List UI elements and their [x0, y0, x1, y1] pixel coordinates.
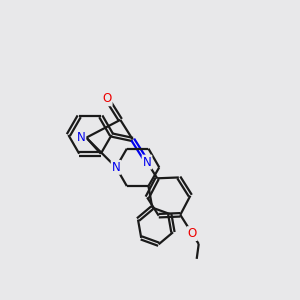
Text: N: N	[76, 131, 85, 144]
Text: O: O	[102, 92, 112, 105]
Text: N: N	[112, 161, 120, 174]
Text: N: N	[142, 156, 152, 169]
Text: O: O	[188, 227, 197, 240]
